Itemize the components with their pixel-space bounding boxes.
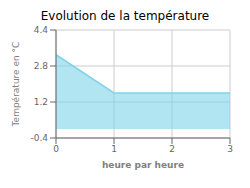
svg-text:4.4: 4.4 [34, 25, 49, 35]
svg-text:1: 1 [111, 144, 117, 154]
svg-text:heure par heure: heure par heure [102, 160, 184, 170]
svg-text:Température en °C: Température en °C [11, 42, 21, 128]
svg-text:0: 0 [53, 144, 59, 154]
svg-text:3: 3 [227, 144, 233, 154]
svg-text:-0.4: -0.4 [30, 133, 48, 143]
svg-text:2.8: 2.8 [34, 61, 49, 71]
svg-text:1.2: 1.2 [34, 97, 48, 107]
svg-text:2: 2 [169, 144, 175, 154]
html-text:Evolution de la température: Evolution de la température [40, 9, 210, 23]
